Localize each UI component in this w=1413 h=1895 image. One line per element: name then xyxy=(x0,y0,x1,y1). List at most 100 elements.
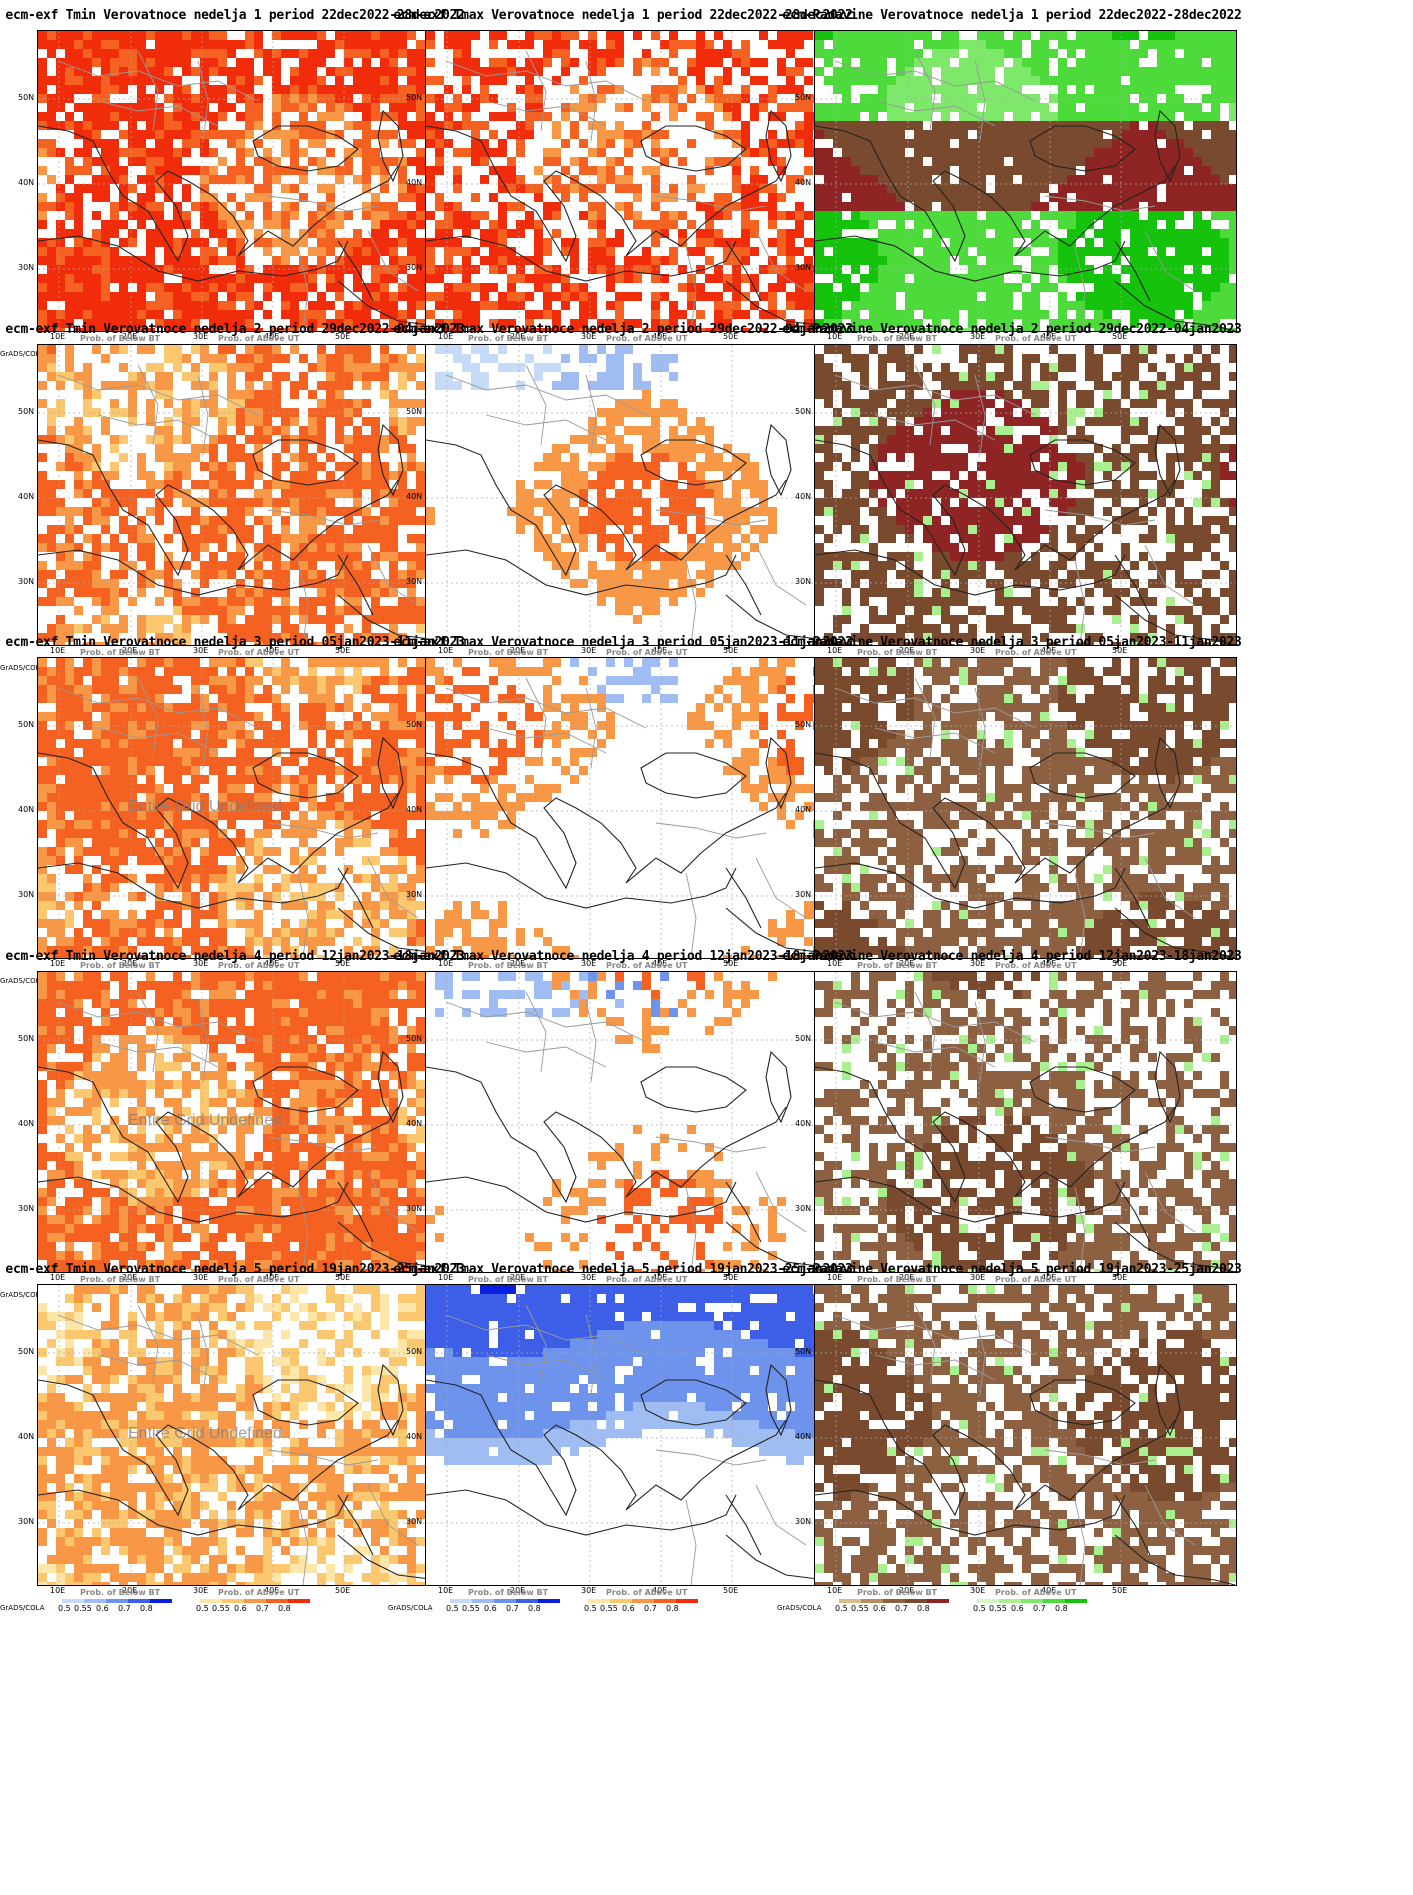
probability-cell xyxy=(416,49,425,58)
probability-cell xyxy=(101,265,110,274)
probability-cell xyxy=(209,399,218,408)
probability-cell xyxy=(236,256,245,265)
probability-cell xyxy=(110,166,119,175)
probability-cell xyxy=(624,139,633,148)
probability-cell xyxy=(407,426,416,435)
probability-cell xyxy=(353,507,362,516)
probability-cell xyxy=(371,31,380,40)
probability-cell xyxy=(1202,76,1211,85)
probability-cell xyxy=(1139,49,1148,58)
probability-cell xyxy=(83,148,92,157)
probability-cell xyxy=(173,247,182,256)
probability-cell xyxy=(263,58,272,67)
probability-cell xyxy=(317,31,326,40)
probability-cell xyxy=(416,534,425,543)
probability-cell xyxy=(1211,283,1220,292)
probability-cell xyxy=(362,202,371,211)
longitude-label: 50E xyxy=(335,646,351,655)
probability-cell xyxy=(552,363,561,372)
probability-cell xyxy=(101,166,110,175)
probability-cell xyxy=(254,193,263,202)
probability-cell xyxy=(416,354,425,363)
probability-cell xyxy=(1139,274,1148,283)
probability-cell xyxy=(905,238,914,247)
probability-cell xyxy=(281,148,290,157)
probability-cell xyxy=(227,67,236,76)
probability-cell xyxy=(1013,85,1022,94)
probability-cell xyxy=(317,130,326,139)
probability-cell xyxy=(705,462,714,471)
probability-cell xyxy=(426,166,435,175)
probability-cell xyxy=(137,265,146,274)
probability-cell xyxy=(1130,157,1139,166)
probability-cell xyxy=(732,310,741,319)
probability-cell xyxy=(1040,157,1049,166)
probability-cell xyxy=(227,588,236,597)
probability-cell xyxy=(137,525,146,534)
map-panel: ecm-exf Tmax Verovatnoce nedelja 1 perio… xyxy=(388,0,858,378)
probability-cell xyxy=(932,121,941,130)
probability-cell xyxy=(119,292,128,301)
probability-cell xyxy=(308,85,317,94)
probability-cell xyxy=(606,435,615,444)
probability-cell xyxy=(669,220,678,229)
probability-cell xyxy=(173,148,182,157)
probability-cell xyxy=(416,211,425,220)
probability-cell xyxy=(723,301,732,310)
probability-cell xyxy=(200,166,209,175)
probability-cell xyxy=(272,372,281,381)
probability-cell xyxy=(914,229,923,238)
probability-cell xyxy=(570,507,579,516)
probability-cell xyxy=(1094,292,1103,301)
probability-cell xyxy=(923,292,932,301)
probability-cell xyxy=(624,211,633,220)
probability-cell xyxy=(588,49,597,58)
probability-cell xyxy=(416,67,425,76)
probability-cell xyxy=(353,444,362,453)
probability-cell xyxy=(227,381,236,390)
probability-cell xyxy=(851,301,860,310)
probability-cell xyxy=(1202,31,1211,40)
probability-cell xyxy=(1139,247,1148,256)
probability-cell xyxy=(1013,130,1022,139)
probability-cell xyxy=(723,498,732,507)
probability-cell xyxy=(1022,112,1031,121)
probability-cell xyxy=(38,67,47,76)
probability-cell xyxy=(389,363,398,372)
probability-cell xyxy=(660,256,669,265)
probability-cell xyxy=(1013,229,1022,238)
probability-cell xyxy=(128,372,137,381)
probability-cell xyxy=(47,103,56,112)
probability-cell xyxy=(968,274,977,283)
probability-cell xyxy=(1121,31,1130,40)
probability-cell xyxy=(995,229,1004,238)
probability-cell xyxy=(669,247,678,256)
probability-cell xyxy=(1229,58,1236,67)
probability-cell xyxy=(218,157,227,166)
probability-cell xyxy=(317,121,326,130)
probability-cell xyxy=(92,319,101,328)
probability-cell xyxy=(471,103,480,112)
probability-cell xyxy=(380,94,389,103)
probability-cell xyxy=(462,103,471,112)
probability-cell xyxy=(398,85,407,94)
country-border xyxy=(97,100,219,127)
probability-cell xyxy=(968,220,977,229)
probability-cell xyxy=(1076,184,1085,193)
probability-cell xyxy=(444,211,453,220)
probability-cell xyxy=(687,489,696,498)
probability-cell xyxy=(732,184,741,193)
coastline xyxy=(337,240,374,302)
probability-cell xyxy=(227,247,236,256)
probability-cell xyxy=(191,552,200,561)
probability-cell xyxy=(281,570,290,579)
probability-cell xyxy=(317,399,326,408)
probability-cell xyxy=(786,274,795,283)
probability-cell xyxy=(65,85,74,94)
probability-cell xyxy=(92,507,101,516)
probability-cell xyxy=(209,381,218,390)
probability-cell xyxy=(1103,157,1112,166)
probability-cell xyxy=(416,615,425,624)
probability-cell xyxy=(507,184,516,193)
